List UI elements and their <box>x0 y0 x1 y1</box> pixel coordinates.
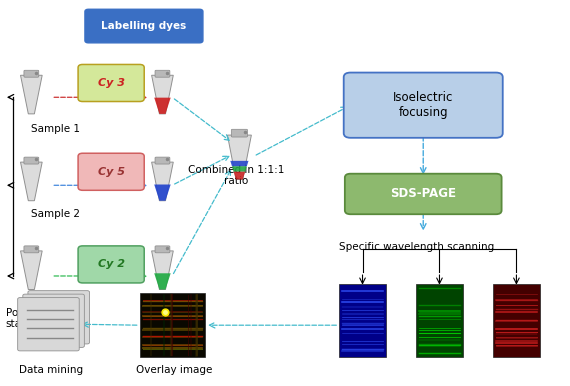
Text: Pooled internal
standard: Pooled internal standard <box>6 308 84 329</box>
FancyBboxPatch shape <box>155 157 170 164</box>
Bar <box>416 284 463 357</box>
Text: Sample 2: Sample 2 <box>31 209 80 219</box>
Text: Labelling dyes: Labelling dyes <box>101 21 186 31</box>
Polygon shape <box>21 75 42 114</box>
Text: SDS-PAGE: SDS-PAGE <box>390 188 456 200</box>
FancyBboxPatch shape <box>28 291 89 344</box>
FancyBboxPatch shape <box>24 70 39 77</box>
FancyBboxPatch shape <box>24 157 39 164</box>
Polygon shape <box>21 251 42 290</box>
Bar <box>339 284 386 357</box>
Polygon shape <box>227 135 251 179</box>
Text: Cy 2: Cy 2 <box>97 259 125 269</box>
Polygon shape <box>152 162 173 201</box>
Polygon shape <box>154 98 170 114</box>
FancyBboxPatch shape <box>231 129 247 137</box>
FancyBboxPatch shape <box>155 246 170 253</box>
Bar <box>493 284 540 357</box>
Text: Combined in 1:1:1
ratio: Combined in 1:1:1 ratio <box>188 165 285 186</box>
Polygon shape <box>230 161 249 166</box>
Polygon shape <box>21 162 42 201</box>
Text: Specific wavelength scanning: Specific wavelength scanning <box>339 242 494 252</box>
FancyBboxPatch shape <box>78 246 144 283</box>
FancyBboxPatch shape <box>78 153 144 190</box>
Text: Sample 1: Sample 1 <box>31 124 80 134</box>
FancyBboxPatch shape <box>24 246 39 253</box>
Text: Cy 5: Cy 5 <box>97 167 125 177</box>
Text: Data mining: Data mining <box>19 365 83 375</box>
Bar <box>140 293 205 357</box>
Polygon shape <box>234 171 245 179</box>
FancyBboxPatch shape <box>78 64 144 102</box>
Text: Overlay image: Overlay image <box>136 365 212 375</box>
FancyBboxPatch shape <box>345 174 502 214</box>
FancyBboxPatch shape <box>23 294 84 347</box>
Polygon shape <box>152 75 173 114</box>
Text: Cy 3: Cy 3 <box>97 78 125 88</box>
FancyBboxPatch shape <box>18 298 79 351</box>
Polygon shape <box>154 273 170 290</box>
Text: Isoelectric
focusing: Isoelectric focusing <box>393 91 453 119</box>
FancyBboxPatch shape <box>85 9 203 43</box>
Polygon shape <box>152 251 173 290</box>
Polygon shape <box>154 185 170 201</box>
FancyBboxPatch shape <box>344 73 503 138</box>
FancyBboxPatch shape <box>155 70 170 77</box>
Polygon shape <box>232 166 247 171</box>
